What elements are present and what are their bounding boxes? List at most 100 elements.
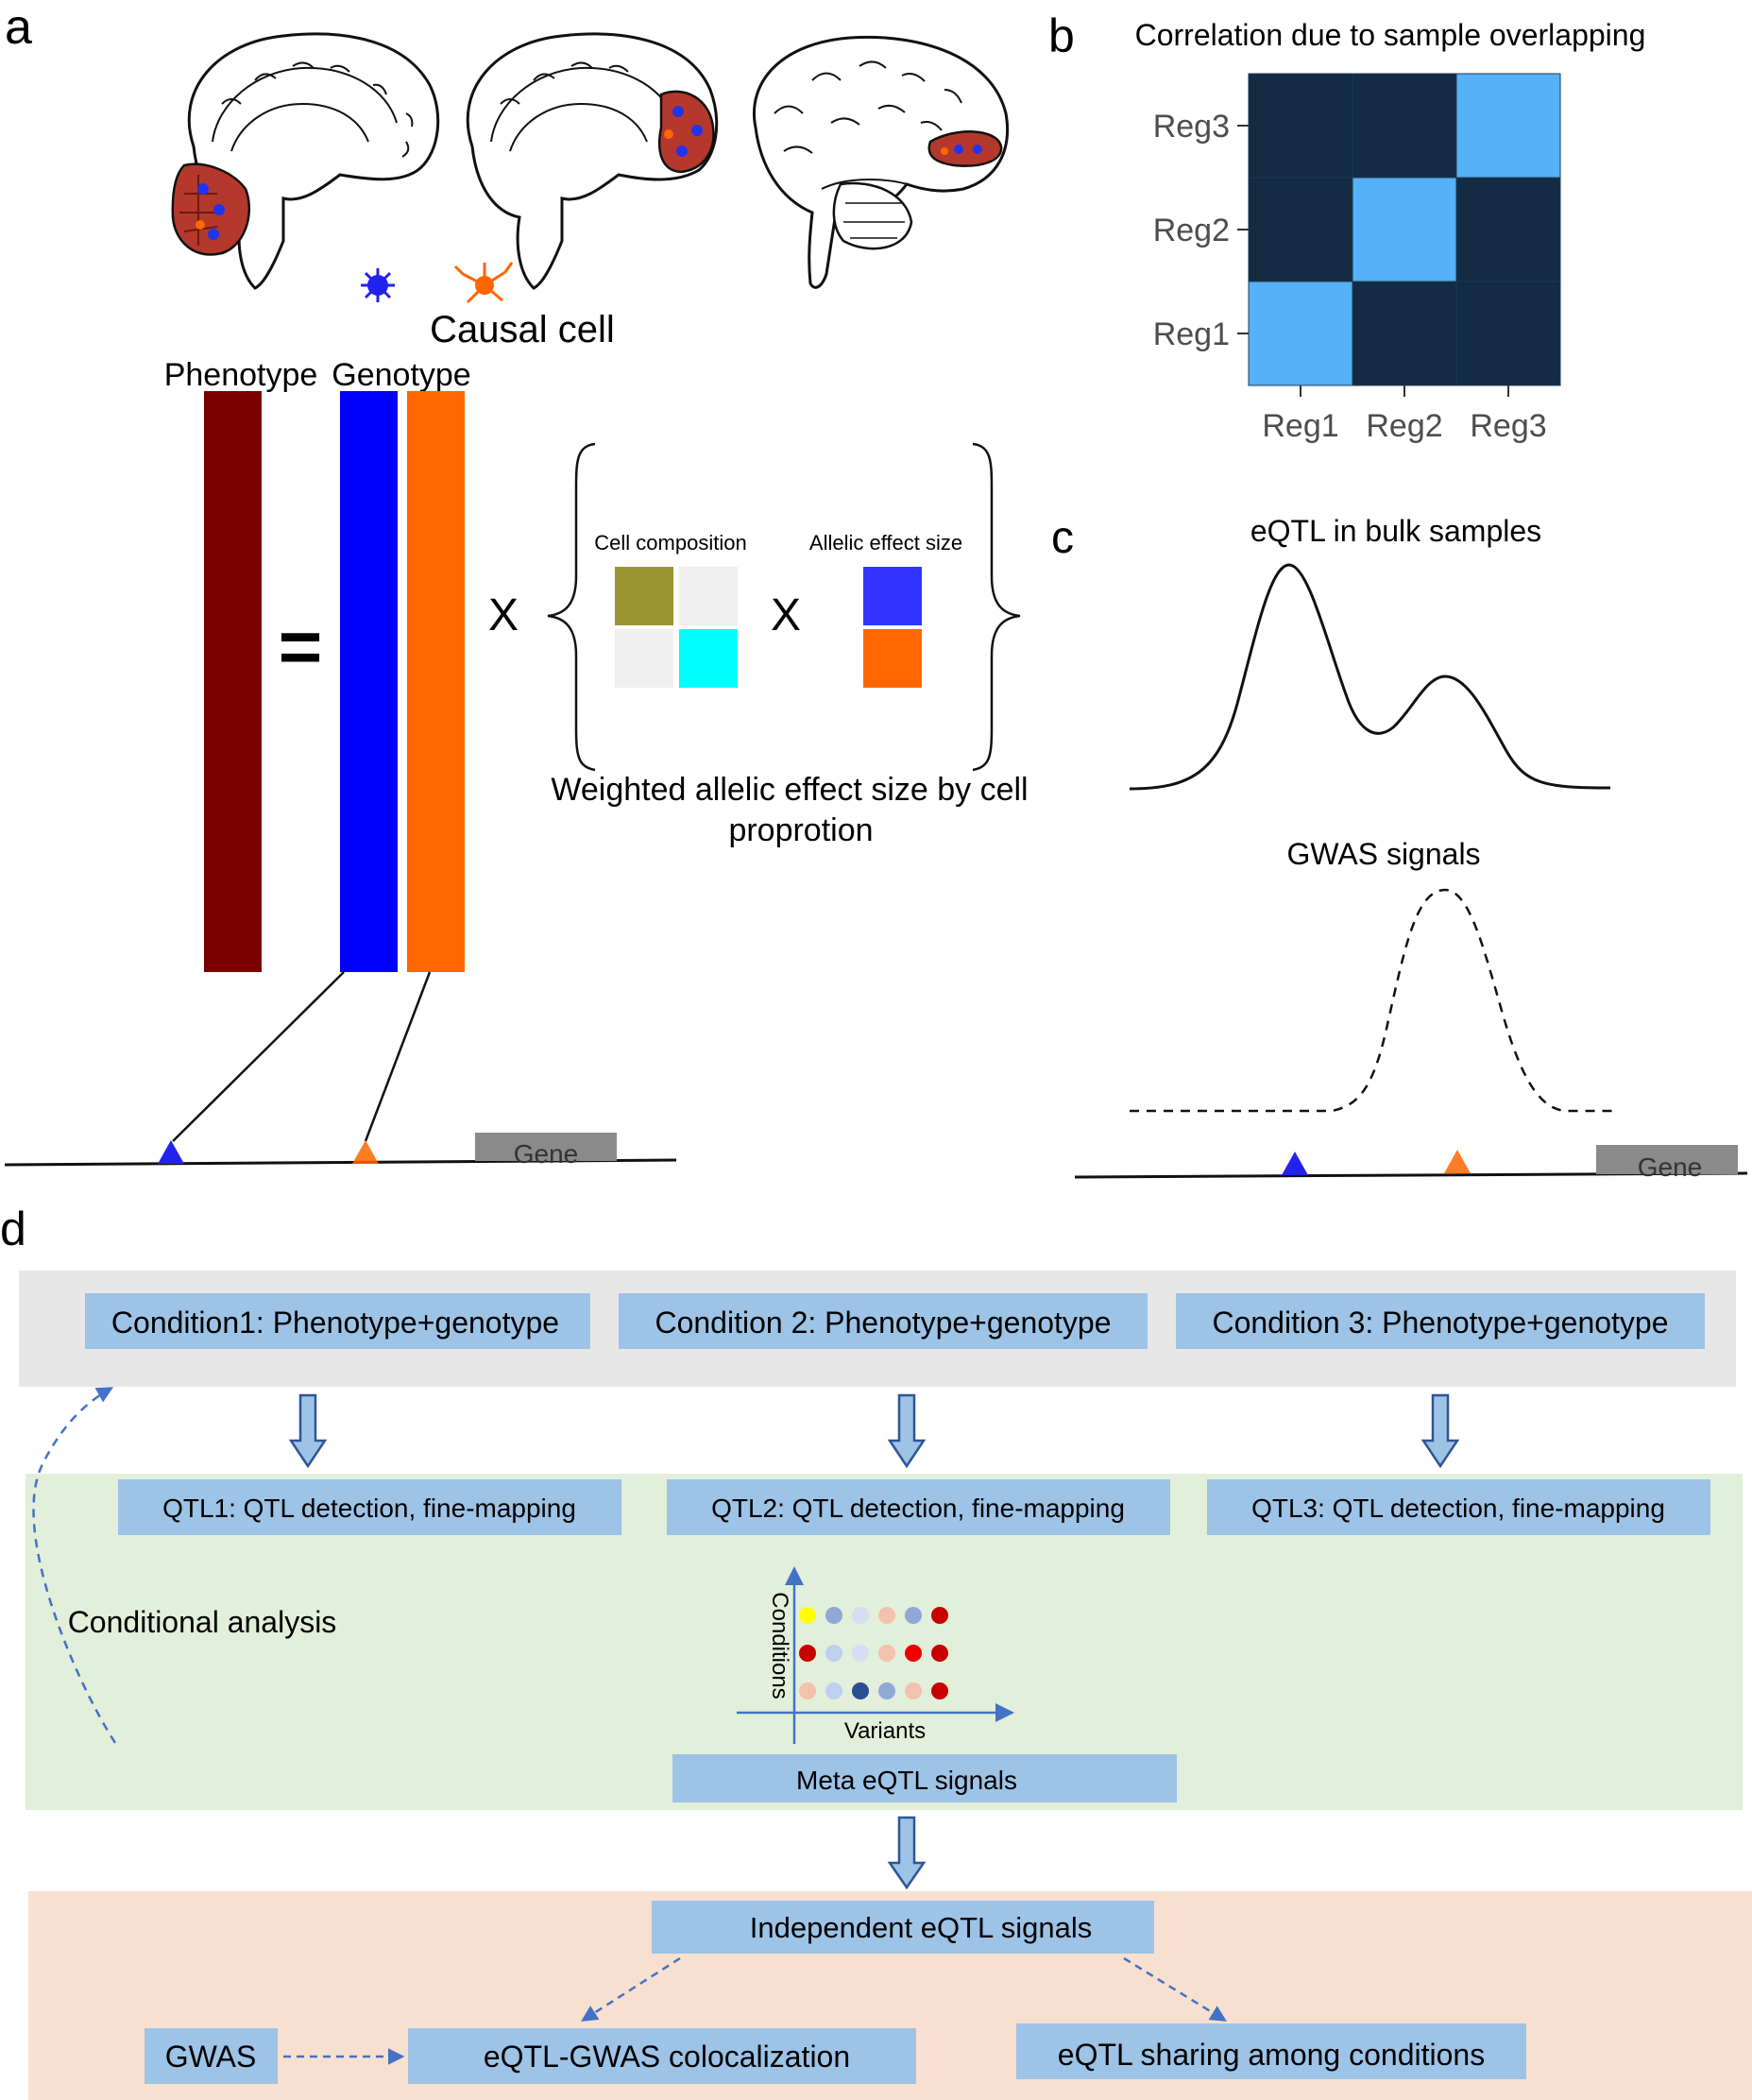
heatmap-x-tick-label: Reg2 — [1366, 408, 1442, 444]
independent-eqtl-box: Independent eQTL signals — [652, 1901, 1154, 1954]
dot-r3-c3 — [852, 1682, 869, 1699]
dot-r2-c2 — [825, 1645, 842, 1662]
heatmap-cell-reg2-reg1 — [1248, 177, 1353, 282]
cell-composition-label: Cell composition — [594, 531, 746, 555]
dot-r1-c3 — [852, 1607, 869, 1624]
qtl-2-box: QTL2: QTL detection, fine-mapping — [667, 1479, 1170, 1535]
gwas-label: GWAS — [165, 2040, 257, 2074]
condition-1-box: Condition1: Phenotype+genotype — [85, 1293, 590, 1349]
heatmap-cell-reg3-reg2 — [1352, 73, 1457, 179]
dot-plot-x-label: Variants — [844, 1718, 926, 1744]
dot-r1-c4 — [878, 1607, 895, 1624]
orange-variant-connector — [364, 971, 432, 1142]
dot-r3-c5 — [905, 1682, 922, 1699]
dot-r3-c1 — [799, 1682, 816, 1699]
gwas-signals-curve — [1130, 888, 1613, 1113]
dot-r2-c6 — [931, 1645, 948, 1662]
coloc-box: eQTL-GWAS colocalization — [408, 2028, 916, 2084]
gene-label-a: Gene — [514, 1139, 579, 1169]
dot-r3-c6 — [931, 1682, 948, 1699]
blue-variant-triangle-c — [1282, 1152, 1308, 1175]
gwas-signals-title: GWAS signals — [1286, 837, 1480, 871]
dot-r2-c1 — [799, 1645, 816, 1662]
correlation-heatmap: Reg1 Reg2 Reg3 Reg1 Reg2 Reg3 — [1153, 73, 1561, 444]
dot-r1-c2 — [825, 1607, 842, 1624]
genotype-label: Genotype — [332, 357, 470, 393]
independent-eqtl-label: Independent eQTL signals — [750, 1911, 1093, 1944]
genotype-orange-bar — [407, 391, 465, 972]
weighted-caption-line1: Weighted allelic effect size by cell — [551, 772, 1028, 808]
gene-box-a — [475, 1133, 617, 1161]
panel-d: d Condition1: Phenotype+genotype Conditi… — [0, 1203, 1752, 2100]
meta-eqtl-box: Meta eQTL signals — [672, 1754, 1177, 1802]
coloc-label: eQTL-GWAS colocalization — [484, 2040, 850, 2074]
eqtl-bulk-title: eQTL in bulk samples — [1250, 514, 1541, 548]
heatmap-y-tick-label: Reg2 — [1153, 213, 1230, 248]
panel-c: c eQTL in bulk samples GWAS signals Gene — [1051, 513, 1748, 1182]
panel-a: a — [4, 0, 1029, 1169]
brain-sagittal-cerebellum-icon — [171, 32, 440, 290]
weighted-caption-line2: proprotion — [728, 812, 873, 848]
gene-label-c: Gene — [1638, 1152, 1703, 1182]
dot-r2-c3 — [852, 1645, 869, 1662]
qtl-3-box: QTL3: QTL detection, fine-mapping — [1207, 1479, 1710, 1535]
dot-r2-c5 — [905, 1645, 922, 1662]
qtl-2-label: QTL2: QTL detection, fine-mapping — [711, 1494, 1125, 1523]
heatmap-cell-reg1-reg3 — [1455, 281, 1561, 386]
condition-2-label: Condition 2: Phenotype+genotype — [655, 1306, 1111, 1340]
orange-variant-triangle-c — [1444, 1150, 1471, 1173]
sharing-label: eQTL sharing among conditions — [1058, 2038, 1485, 2072]
to-coloc-arrow — [581, 1956, 681, 2022]
heatmap-cell-reg1-reg2 — [1352, 281, 1457, 386]
dot-r1-c1 — [799, 1607, 816, 1624]
heatmap-cell-reg3-reg1 — [1248, 73, 1353, 179]
conditional-analysis-label: Conditional analysis — [68, 1605, 337, 1639]
causal-cell-label: Causal cell — [430, 309, 615, 350]
condition-1-label: Condition1: Phenotype+genotype — [111, 1306, 559, 1340]
heatmap-y-tick-label: Reg1 — [1153, 316, 1230, 352]
condition-2-box: Condition 2: Phenotype+genotype — [619, 1293, 1148, 1349]
heatmap-cell-reg1-reg1 — [1248, 281, 1353, 386]
genotype-blue-bar — [340, 391, 398, 972]
qtl-1-box: QTL1: QTL detection, fine-mapping — [118, 1479, 621, 1535]
dot-r3-c4 — [878, 1682, 895, 1699]
dot-r1-c5 — [905, 1607, 922, 1624]
meta-eqtl-label: Meta eQTL signals — [796, 1766, 1017, 1795]
heatmap-y-tick-label: Reg3 — [1153, 109, 1230, 145]
heatmap-x-tick-label: Reg3 — [1470, 408, 1546, 444]
equals-sign: = — [279, 605, 323, 689]
right-brace — [972, 442, 1021, 772]
heatmap-cell-reg2-reg2 — [1352, 177, 1457, 282]
phenotype-label: Phenotype — [164, 357, 318, 393]
panel-b-letter: b — [1048, 9, 1075, 62]
down-arrow-4 — [887, 1816, 927, 1890]
panel-a-letter: a — [5, 0, 32, 55]
panel-c-letter: c — [1051, 513, 1074, 563]
panel-b: b Correlation due to sample overlapping … — [1048, 9, 1645, 444]
times-sign-1: X — [488, 590, 519, 640]
blue-variant-connector — [172, 971, 345, 1142]
dot-r1-c6 — [931, 1607, 948, 1624]
heatmap-cell-reg3-reg3 — [1455, 73, 1561, 179]
heatmap-cell-reg2-reg3 — [1455, 177, 1561, 282]
phenotype-bar — [204, 391, 262, 972]
dot-r2-c4 — [878, 1645, 895, 1662]
dot-plot-dots — [799, 1607, 948, 1699]
conditional-analysis-arrow — [32, 1387, 117, 1744]
brain-lateral-icon — [753, 35, 1009, 289]
orange-variant-triangle — [352, 1140, 379, 1164]
blue-cell-icon — [361, 268, 395, 302]
allelic-effect-vector — [863, 567, 922, 688]
brain-sagittal-occipital-icon — [466, 32, 719, 290]
gene-box-c — [1596, 1145, 1738, 1174]
orange-neuron-icon — [453, 262, 514, 304]
condition-3-label: Condition 3: Phenotype+genotype — [1212, 1306, 1668, 1340]
times-sign-2: X — [771, 590, 801, 640]
panel-d-letter: d — [0, 1203, 26, 1255]
cell-composition-matrix — [615, 567, 738, 688]
dot-r3-c2 — [825, 1682, 842, 1699]
dot-plot-y-label: Conditions — [767, 1592, 792, 1699]
down-arrow-2 — [887, 1393, 927, 1469]
down-arrow-3 — [1420, 1393, 1460, 1469]
